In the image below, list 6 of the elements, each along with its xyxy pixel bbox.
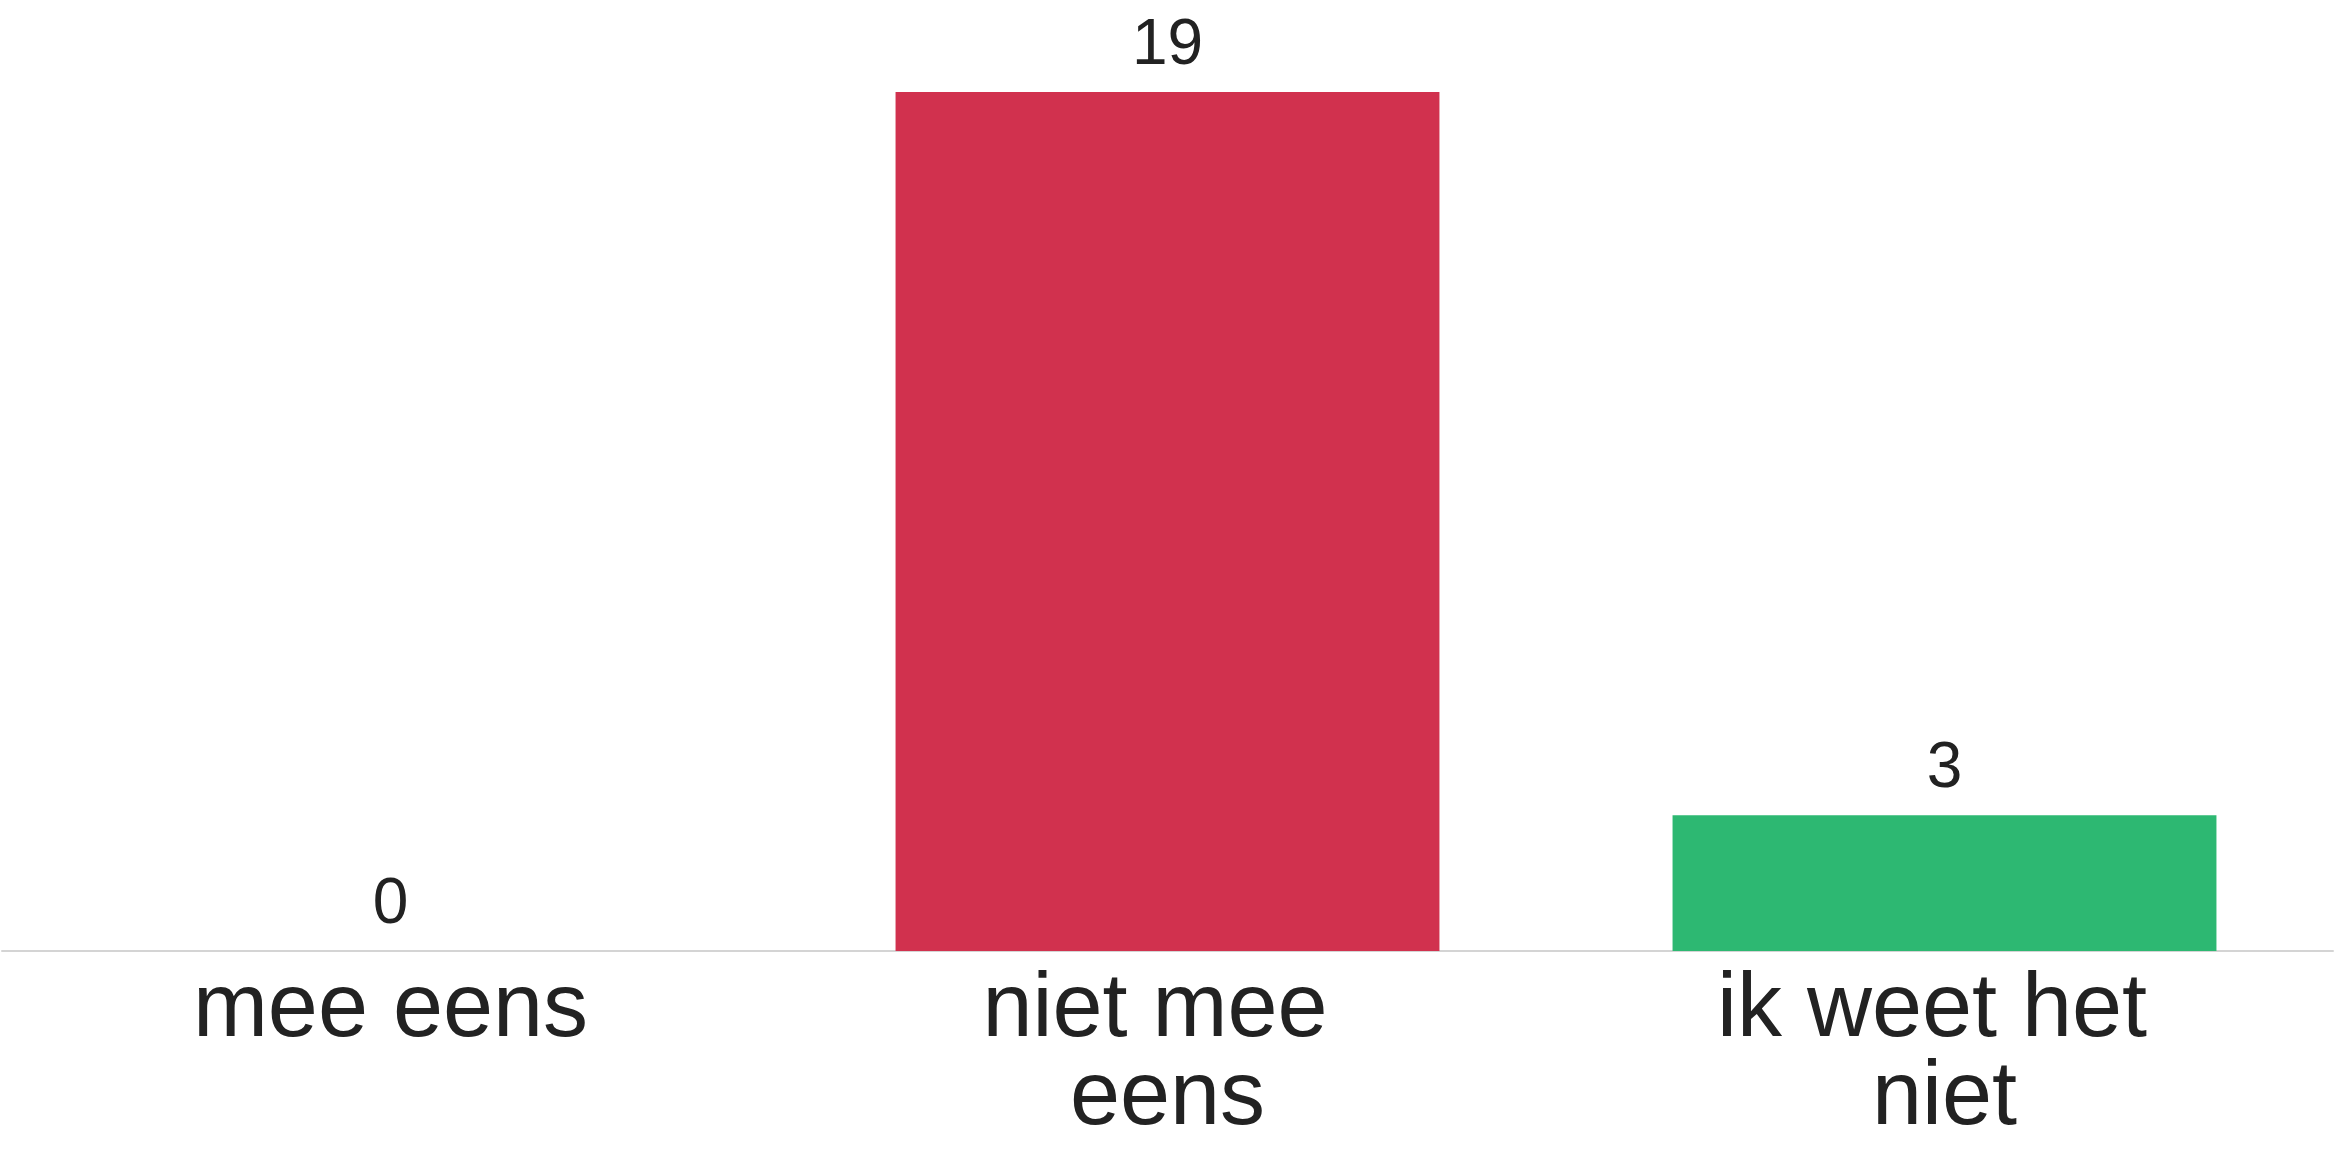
x-tick-label: niet mee eens (982, 955, 1353, 1143)
data-label: 0 (372, 865, 409, 937)
data-label: 19 (1131, 6, 1204, 78)
x-tick-label: ik weet het niet (1716, 955, 2173, 1143)
x-tick-label: mee eens (192, 955, 589, 1055)
data-label: 3 (1926, 729, 1963, 802)
